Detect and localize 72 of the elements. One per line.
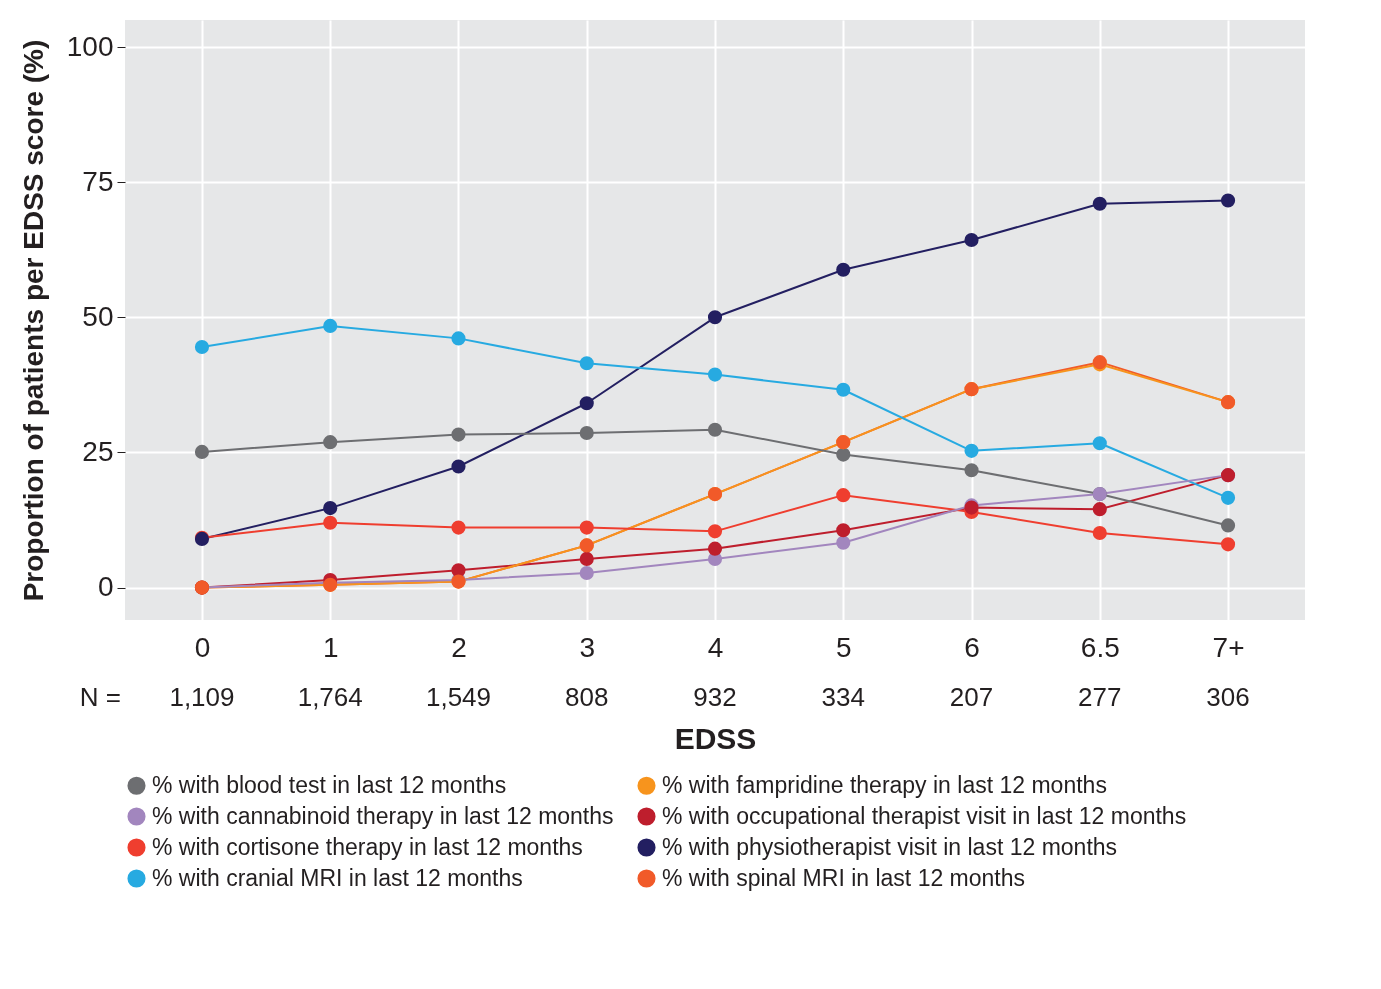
point <box>836 523 851 538</box>
y-tick-label: 75 <box>82 165 114 197</box>
point <box>707 524 723 539</box>
point <box>579 396 594 411</box>
x-tick-label: 5 <box>835 631 852 663</box>
text: 207 <box>949 682 994 712</box>
point <box>836 535 851 550</box>
y-tick-label: 0 <box>97 571 114 603</box>
text: 808 <box>565 682 609 712</box>
point <box>579 356 594 371</box>
legend-label: % with blood test in last 12 months <box>152 771 507 798</box>
point <box>323 435 338 450</box>
x-tick-label: 0 <box>194 631 211 663</box>
x-tick-label: 7+ <box>1212 631 1245 663</box>
legend-label: % with spinal MRI in last 12 months <box>662 864 1026 891</box>
point <box>451 520 466 535</box>
point <box>1220 518 1236 533</box>
y-tick-label: 50 <box>82 300 114 332</box>
point <box>836 488 851 503</box>
point <box>451 459 466 474</box>
point <box>1220 490 1236 505</box>
point <box>1092 502 1107 517</box>
text: 1,549 <box>425 682 492 712</box>
point <box>579 520 594 535</box>
point <box>707 310 723 325</box>
point <box>579 425 594 441</box>
legend-label: % with cranial MRI in last 12 months <box>152 864 523 891</box>
point <box>1092 436 1107 451</box>
x-tick-label: 1 <box>322 631 339 663</box>
y-tick-label: 25 <box>82 435 114 467</box>
text: 334 <box>821 682 865 712</box>
point <box>836 382 851 397</box>
x-tick-label: 6.5 <box>1080 631 1120 663</box>
x-tick-label: 3 <box>579 631 596 663</box>
legend-label: % with fampridine therapy in last 12 months <box>662 771 1107 798</box>
point <box>1092 525 1107 541</box>
point <box>194 339 210 355</box>
text: 1,764 <box>297 682 363 712</box>
point <box>1220 537 1236 552</box>
text: 306 <box>1206 682 1250 712</box>
text: 277 <box>1078 682 1122 712</box>
legend-label: % with cortisone therapy in last 12 months <box>152 833 583 860</box>
point <box>836 262 851 277</box>
y-tick-label: 100 <box>66 30 114 62</box>
point <box>707 367 723 382</box>
point <box>964 232 979 248</box>
point <box>1092 196 1107 211</box>
point <box>964 463 979 478</box>
point <box>451 427 466 442</box>
x-tick-label: 6 <box>964 631 980 663</box>
point <box>836 447 851 462</box>
point <box>323 515 338 530</box>
text: 932 <box>693 682 737 712</box>
point <box>579 565 594 581</box>
text: N = <box>79 682 121 712</box>
x-axis-title: EDSS <box>674 721 757 755</box>
x-tick-label: 2 <box>451 631 467 663</box>
legend-label: % with physiotherapist visit in last 12 months <box>662 833 1118 860</box>
point <box>323 318 338 333</box>
legend-label: % with occupational therapist visit in last 12 months <box>662 802 1187 829</box>
point <box>194 444 210 459</box>
x-tick-label: 4 <box>707 631 724 663</box>
point <box>964 443 979 458</box>
y-axis-title: Proportion of patients per EDSS score (%) <box>17 39 49 602</box>
legend-label: % with cannabinoid therapy in last 12 months <box>152 802 614 829</box>
point <box>707 541 723 556</box>
point <box>451 331 466 346</box>
point <box>1220 193 1236 208</box>
text: 1,109 <box>169 682 235 712</box>
point <box>579 551 594 566</box>
point <box>707 422 723 437</box>
point <box>323 501 338 516</box>
